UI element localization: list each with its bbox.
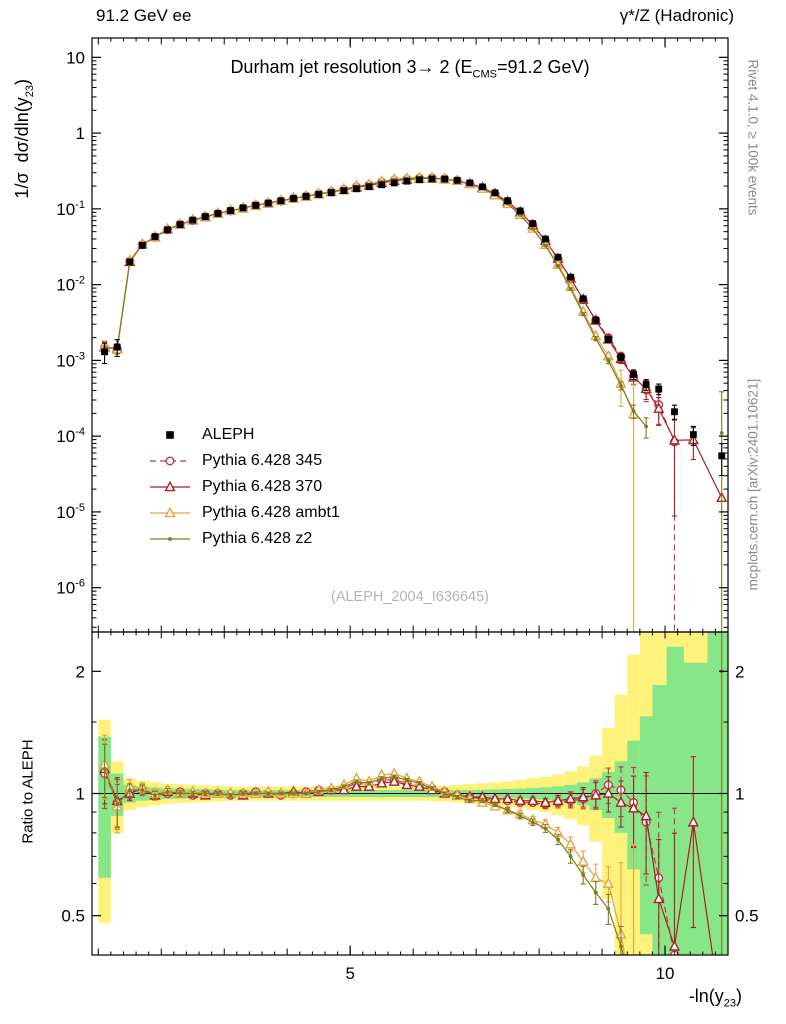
plot-title-text2: =91.2 GeV)	[497, 57, 590, 77]
legend-item-label: Pythia 6.428 z2	[202, 530, 313, 547]
legend-item-label: Pythia 6.428 ambt1	[202, 504, 340, 521]
svg-text:10-2: 10-2	[56, 275, 85, 295]
aleph-marker-icon	[166, 431, 174, 439]
svg-text:0.5: 0.5	[735, 907, 759, 926]
y-axis-label-main-text2: )	[12, 79, 33, 86]
plot-title: Durham jet resolution 3→ 2 (ECMS=91.2 Ge…	[92, 57, 728, 81]
legend: ALEPH Pythia 6.428 345 Pythia 6.428 370 …	[147, 426, 340, 557]
plot-title-sub: CMS	[472, 68, 497, 81]
pythia-345-marker-icon	[150, 456, 190, 466]
pythia-z2-marker-icon	[150, 537, 190, 541]
svg-text:5: 5	[345, 964, 354, 983]
svg-text:10: 10	[66, 48, 85, 67]
process-label: γ*/Z (Hadronic)	[619, 6, 734, 25]
svg-text:1: 1	[735, 785, 744, 804]
legend-item-label: Pythia 6.428 345	[202, 452, 323, 469]
svg-text:1: 1	[76, 785, 85, 804]
x-axis-label-text: -ln(y	[688, 986, 724, 1006]
analysis-id-watermark: (ALEPH_2004_I636645)	[330, 589, 489, 605]
svg-text:2: 2	[735, 662, 744, 681]
legend-item-label: ALEPH	[202, 426, 255, 443]
legend-item-pythia-ambt1: Pythia 6.428 ambt1	[147, 504, 340, 521]
x-axis-label: -ln(y23)	[689, 986, 742, 1010]
pythia-370-marker-icon	[150, 480, 190, 492]
svg-text:10-5: 10-5	[56, 502, 85, 522]
legend-item-aleph: ALEPH	[147, 426, 340, 443]
svg-text:10-1: 10-1	[56, 199, 85, 219]
y-axis-label-main: 1/σ dσ/dln(y23)	[12, 9, 36, 269]
svg-text:10-3: 10-3	[56, 350, 85, 370]
svg-text:0.5: 0.5	[61, 907, 85, 926]
mcplots-reference-label: mcplots.cern.ch [arXiv:2401.10621]	[745, 378, 761, 591]
beam-energy-label: 91.2 GeV ee	[96, 6, 192, 25]
x-axis-label-sub: 23	[723, 997, 736, 1010]
legend-item-pythia-z2: Pythia 6.428 z2	[147, 530, 340, 547]
legend-item-label: Pythia 6.428 370	[202, 478, 323, 495]
plot-title-text: Durham jet resolution 3→ 2 (E	[230, 57, 473, 77]
svg-text:2: 2	[76, 662, 85, 681]
svg-text:1: 1	[76, 124, 85, 143]
svg-text:10-4: 10-4	[56, 426, 85, 446]
legend-item-pythia-370: Pythia 6.428 370	[147, 478, 340, 495]
y-axis-label-main-sub: 23	[23, 85, 36, 98]
rivet-version-label: Rivet 4.1.0, ≥ 100k events	[745, 59, 761, 216]
svg-text:10-6: 10-6	[56, 578, 85, 598]
y-axis-label-ratio: Ratio to ALEPH	[19, 739, 37, 844]
pythia-ambt1-marker-icon	[150, 506, 190, 518]
y-axis-label-main-text: 1/σ dσ/dln(y	[12, 97, 33, 199]
svg-text:10: 10	[656, 964, 675, 983]
legend-item-pythia-345: Pythia 6.428 345	[147, 452, 340, 469]
x-axis-label-text2: )	[736, 986, 742, 1006]
